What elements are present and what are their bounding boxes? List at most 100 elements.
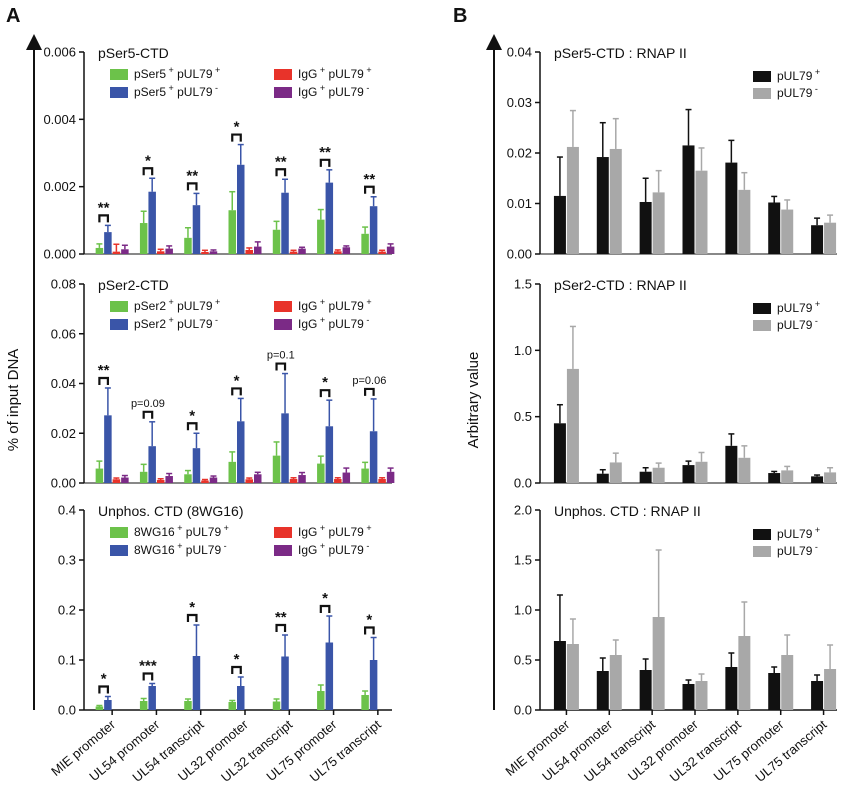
legend-swatch xyxy=(110,69,128,80)
y-tick-label: 0.2 xyxy=(58,603,76,618)
significance-bracket xyxy=(319,158,331,167)
bar xyxy=(342,247,351,254)
bar xyxy=(281,413,289,483)
bar xyxy=(609,462,622,483)
bar xyxy=(272,455,281,483)
panel-title: pSer2-CTD : RNAP II xyxy=(554,277,687,293)
bar xyxy=(768,673,781,710)
bar xyxy=(272,229,281,254)
bar xyxy=(342,472,351,483)
significance-label: * xyxy=(234,119,240,136)
legend-label: pSer5 + pUL79 + xyxy=(134,65,220,81)
bar xyxy=(156,251,165,254)
y-tick-label: 0.000 xyxy=(43,247,76,262)
legend-swatch xyxy=(274,545,292,556)
significance-label: ** xyxy=(186,167,198,184)
bar xyxy=(192,448,201,483)
bar xyxy=(386,246,395,254)
bar xyxy=(325,182,334,254)
legend-label: IgG + pUL79 - xyxy=(298,315,369,331)
bar xyxy=(566,146,579,254)
bar xyxy=(361,468,369,483)
bar xyxy=(148,191,156,254)
y-tick-label: 0.06 xyxy=(51,326,76,341)
bar xyxy=(209,477,218,483)
legend-swatch xyxy=(110,527,128,538)
bar xyxy=(652,467,665,483)
significance-bracket xyxy=(364,185,375,194)
bar xyxy=(652,617,665,710)
bar xyxy=(148,686,156,710)
legend-label: IgG + pUL79 + xyxy=(298,297,372,313)
bar xyxy=(281,192,289,254)
bar xyxy=(228,702,236,710)
y-tick-label: 0.01 xyxy=(507,196,532,211)
significance-bracket xyxy=(98,376,109,385)
legend-label: IgG + pUL79 + xyxy=(298,523,372,539)
bar xyxy=(639,471,652,483)
bar xyxy=(289,479,298,483)
bar xyxy=(378,479,386,483)
legend-label: pSer5 + pUL79 - xyxy=(134,83,218,99)
bar xyxy=(781,655,794,710)
significance-bracket xyxy=(142,167,154,176)
significance-label: p=0.1 xyxy=(267,350,295,362)
bar xyxy=(121,477,129,483)
bar xyxy=(695,170,708,254)
y-tick-label: 0.0 xyxy=(58,703,76,718)
bar xyxy=(639,670,652,710)
y-tick-label: 0.00 xyxy=(507,247,532,262)
significance-label: * xyxy=(145,152,151,169)
bar xyxy=(781,470,794,483)
bar xyxy=(369,660,378,710)
significance-label: *** xyxy=(139,658,157,675)
y-tick-label: 0.1 xyxy=(58,653,76,668)
y-tick-label: 0.02 xyxy=(51,426,76,441)
bar xyxy=(192,656,201,710)
significance-label: p=0.06 xyxy=(352,375,386,387)
bar xyxy=(281,656,289,710)
bar xyxy=(104,232,112,254)
bar xyxy=(824,472,837,483)
bar xyxy=(781,209,794,254)
bar xyxy=(325,642,334,710)
legend-swatch xyxy=(110,545,128,556)
bar xyxy=(682,684,695,710)
significance-bracket xyxy=(231,665,242,674)
panel-title: Unphos. CTD : RNAP II xyxy=(554,503,701,519)
significance-bracket xyxy=(275,362,287,371)
bar xyxy=(121,249,129,254)
bar xyxy=(237,421,245,483)
significance-label: ** xyxy=(319,144,331,161)
bar xyxy=(95,247,104,254)
y-tick-label: 0.04 xyxy=(51,376,76,391)
y-tick-label: 0.0 xyxy=(514,476,532,491)
legend-label: pUL79 + xyxy=(777,299,820,315)
chart-panel-5: 0.00.51.01.52.0 Unphos. CTD : RNAP IIMIE … xyxy=(502,503,837,785)
legend-label: pSer2 + pUL79 + xyxy=(134,297,220,313)
y-tick-label: 1.0 xyxy=(514,603,532,618)
significance-label: ** xyxy=(98,362,110,379)
significance-label: * xyxy=(234,651,240,668)
panel-label-a: A xyxy=(6,5,20,27)
legend-swatch xyxy=(110,319,128,330)
bar xyxy=(553,195,566,254)
significance-label: * xyxy=(189,599,195,616)
bar xyxy=(682,465,695,483)
bar xyxy=(725,162,738,254)
bar xyxy=(165,476,173,483)
bar xyxy=(566,368,579,483)
bar xyxy=(609,148,622,254)
bar xyxy=(184,237,192,254)
bar xyxy=(369,206,378,254)
chart-panel-2: 0.00.10.20.30.4 Unphos. CTD (8WG16)MIE pr… xyxy=(48,503,392,785)
arrow-head-right xyxy=(486,34,502,50)
y-tick-label: 0.5 xyxy=(514,653,532,668)
panel-title: pSer5-CTD : RNAP II xyxy=(554,45,687,61)
significance-bracket xyxy=(364,387,375,396)
bar xyxy=(156,480,165,483)
significance-bracket xyxy=(142,672,154,681)
